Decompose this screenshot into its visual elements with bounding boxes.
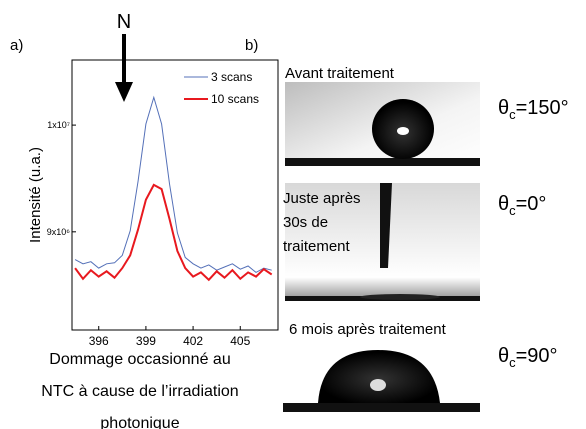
caption: Dommage occasionné au	[49, 351, 230, 368]
angle-sub: c	[509, 107, 516, 122]
contact-angle: θc=90°	[498, 345, 558, 370]
photo-caption: Juste après	[283, 190, 361, 207]
angle-symbol: θ	[498, 193, 509, 215]
contact-angle: θc=150°	[498, 97, 569, 122]
legend-label: 3 scans	[211, 70, 252, 84]
angle-value: =90°	[516, 345, 558, 367]
angle-value: =0°	[516, 193, 547, 215]
caption: NTC à cause de l’irradiation	[41, 383, 238, 400]
x-tick-label: 405	[230, 334, 250, 348]
arrow	[115, 34, 133, 102]
y-axis-label: Intensité (u.a.)	[27, 147, 44, 243]
caption: photonique	[100, 415, 179, 429]
panel-label: b)	[245, 37, 258, 54]
y-tick-label: 9x10⁶	[47, 227, 71, 237]
x-tick-label: 399	[136, 334, 156, 348]
angle-symbol: θ	[498, 345, 509, 367]
legend-label: 10 scans	[211, 92, 259, 106]
contact-angle: θc=0°	[498, 193, 546, 218]
line	[74, 95, 272, 274]
photo-caption: traitement	[283, 238, 351, 255]
angle-symbol: θ	[498, 97, 509, 119]
x-tick-label: 402	[183, 334, 203, 348]
panel-label: a)	[10, 37, 23, 54]
line	[74, 183, 273, 282]
y-tick-label: 1x10⁷	[47, 120, 70, 130]
angle-sub: c	[509, 203, 516, 218]
photo	[283, 340, 480, 412]
photo-caption: Avant traitement	[285, 65, 395, 82]
angle-sub: c	[509, 355, 516, 370]
photo	[285, 183, 480, 301]
plot-frame	[71, 59, 279, 331]
annotation: N	[117, 11, 131, 33]
photo-caption: 30s de	[283, 214, 328, 231]
x-tick-label: 396	[89, 334, 109, 348]
angle-value: =150°	[516, 97, 569, 119]
photo	[285, 82, 480, 166]
photo-caption: 6 mois après traitement	[289, 321, 447, 338]
